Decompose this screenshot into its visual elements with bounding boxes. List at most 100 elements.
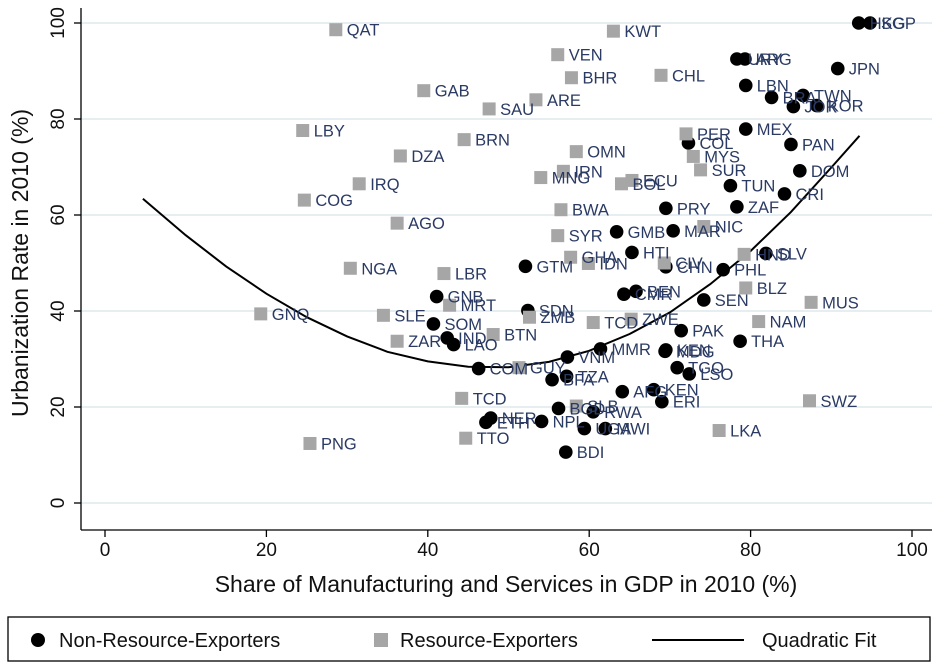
point-label: TTO (477, 430, 510, 448)
y-tick-label: 100 (48, 7, 69, 39)
point-resource-exporter-marker (352, 177, 366, 191)
point-label: ZAF (748, 199, 779, 217)
point-non-resource-exportersmarker (738, 122, 753, 136)
point-label: BHR (582, 70, 617, 88)
point-resource-exporter-marker (457, 133, 471, 147)
point-non-resource-exportersmarker (764, 90, 779, 105)
point-label: BEN (647, 283, 681, 301)
x-tick-label: 80 (740, 540, 761, 561)
point-label: GTM (536, 258, 573, 276)
point-label: UGA (595, 421, 631, 439)
point-label: JOR (804, 99, 837, 117)
point-resource-exporter-marker (614, 177, 628, 191)
point-label: SGP (881, 15, 916, 33)
x-tick-label: 100 (896, 540, 928, 561)
point-label: VNM (578, 349, 615, 367)
point-label: LSO (700, 366, 733, 384)
point-resource-exporter-marker (564, 71, 578, 85)
point-non-resource-exportersmarker (609, 225, 624, 239)
point-non-resource-exportersmarker (518, 259, 533, 274)
point-label: ECU (643, 172, 678, 190)
x-tick-label: 0 (100, 540, 111, 561)
point-non-resource-exportersmarker (479, 415, 493, 430)
point-resource-exporter-marker (624, 312, 638, 326)
point-label: ZMB (540, 309, 575, 327)
point-non-resource-exportersmarker (777, 187, 792, 201)
point-label: PHL (734, 262, 766, 280)
point-label: TUN (741, 178, 775, 196)
point-label: BDI (577, 444, 605, 462)
point-label: SOM (444, 316, 482, 334)
point-label: QAT (347, 22, 380, 40)
plot-area (81, 8, 932, 530)
point-label: CHL (672, 67, 705, 85)
points-layer (254, 16, 877, 459)
y-tick-label: 60 (48, 204, 69, 225)
point-label: AGO (408, 215, 445, 233)
axes: 0 20 40 60 80 100 0 20 40 60 80 100 (48, 7, 932, 561)
point-non-resource-exportersmarker (682, 367, 697, 381)
point-label: URY (748, 51, 783, 69)
point-non-resource-exportersmarker (738, 78, 753, 93)
point-label: TCD (473, 390, 507, 408)
point-label: TWN (814, 87, 852, 105)
point-label: PER (697, 126, 731, 144)
point-resource-exporter-marker (393, 149, 407, 163)
point-label: SDN (539, 303, 574, 321)
point-label: BRA (783, 89, 817, 107)
point-label: ZWE (642, 311, 679, 329)
point-resource-exporter-marker (443, 298, 457, 312)
point-non-resource-exportersmarker (716, 262, 730, 277)
point-resource-exporter-marker (455, 391, 469, 405)
point-resource-exporter-marker (556, 164, 570, 178)
point-non-resource-exportersmarker (786, 99, 801, 114)
y-axis-title: Urbanization Rate in 2010 (%) (7, 109, 33, 417)
legend-box (7, 616, 931, 662)
point-non-resource-exportersmarker (759, 246, 773, 261)
point-non-resource-exportersmarker (670, 360, 684, 375)
point-non-resource-exportersmarker (666, 224, 680, 238)
point-label: SWZ (821, 393, 858, 411)
point-label: GUY (530, 360, 566, 378)
point-label: ZAR (408, 333, 441, 351)
point-resource-exporter-marker (564, 250, 578, 264)
point-resource-exporter-marker (486, 328, 500, 342)
point-non-resource-exportersmarker (471, 361, 486, 376)
point-label: LKA (730, 423, 761, 441)
point-non-resource-exportersmarker (851, 16, 866, 30)
point-label: HND (755, 246, 791, 264)
point-resource-exporter-marker (254, 307, 268, 321)
point-resource-exporter-marker (529, 93, 543, 107)
point-non-resource-exportersmarker (586, 405, 601, 419)
point-label: MEX (757, 121, 793, 139)
point-non-resource-exportersmarker (617, 287, 631, 302)
point-label: MMR (611, 341, 650, 359)
legend-resource-marker (374, 633, 388, 647)
point-label: VEN (569, 47, 603, 65)
point-resource-exporter-marker (625, 173, 639, 187)
point-label: SLB (587, 398, 618, 416)
point-label: MUS (822, 294, 859, 312)
point-resource-exporter-marker (697, 220, 711, 234)
point-label: ERI (673, 394, 701, 412)
point-label: HKG (870, 15, 906, 33)
point-non-resource-exportersmarker (446, 337, 461, 352)
point-non-resource-exportersmarker (625, 245, 639, 260)
point-label: LAO (465, 337, 498, 355)
point-resource-exporter-marker (551, 229, 565, 243)
point-resource-exporter-marker (554, 203, 568, 217)
point-non-resource-exportersmarker (738, 52, 752, 66)
point-resource-exporter-marker (679, 127, 693, 141)
point-non-resource-exportersmarker (730, 200, 744, 214)
point-non-resource-exportersmarker (558, 445, 573, 459)
point-non-resource-exportersmarker (577, 421, 592, 436)
point-label: NAM (770, 314, 807, 332)
point-label: DZA (411, 148, 444, 166)
point-non-resource-exportersmarker (593, 342, 608, 356)
point-label: DOM (811, 163, 850, 181)
point-label: KEN (677, 342, 711, 360)
y-tick-label: 20 (48, 396, 69, 417)
point-resource-exporter-marker (712, 424, 726, 438)
point-label: SUR (712, 162, 747, 180)
